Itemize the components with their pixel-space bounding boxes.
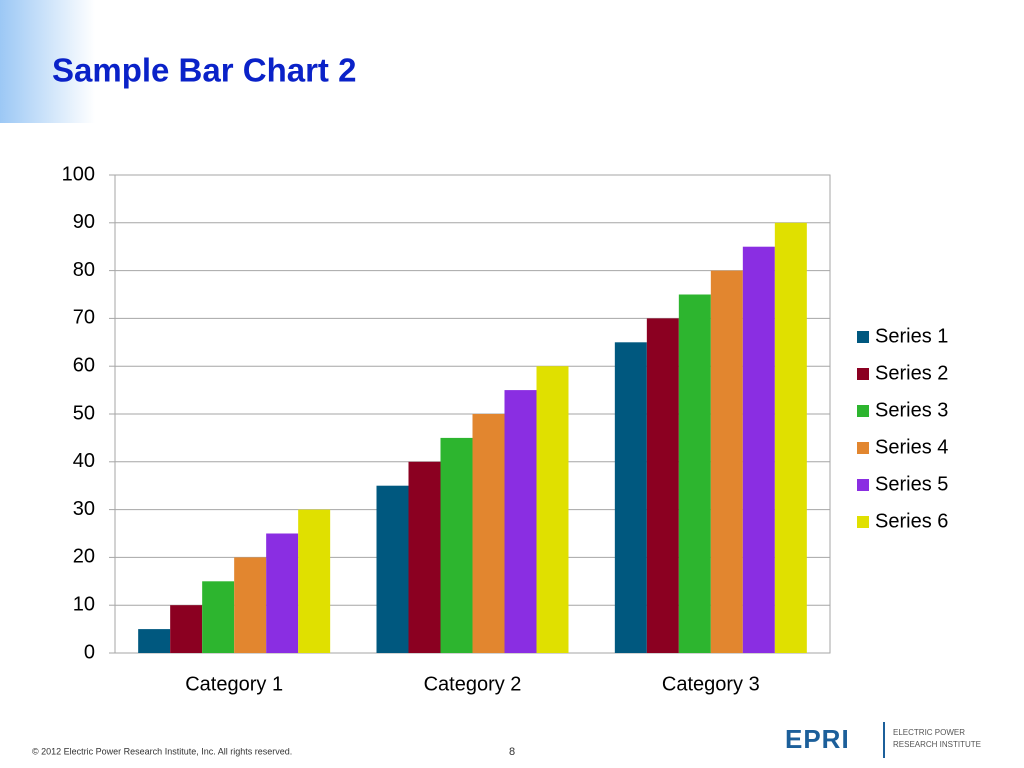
legend-label: Series 5	[875, 473, 948, 495]
bar	[408, 461, 441, 653]
bar	[536, 366, 569, 653]
bar	[440, 437, 473, 653]
logo-tagline: RESEARCH INSTITUTE	[893, 740, 981, 749]
logo: EPRI	[785, 724, 850, 754]
legend-swatch	[857, 331, 869, 343]
y-tick-label: 10	[73, 593, 95, 615]
y-tick-label: 50	[73, 402, 95, 424]
bar	[504, 390, 537, 653]
bar	[774, 222, 807, 654]
bar	[614, 342, 647, 653]
bar	[742, 246, 775, 653]
legend-label: Series 3	[875, 399, 948, 421]
logo-tagline: ELECTRIC POWER	[893, 728, 965, 737]
legend-swatch	[857, 479, 869, 491]
x-tick-label: Category 1	[185, 673, 283, 695]
y-tick-label: 30	[73, 498, 95, 520]
legend-label: Series 6	[875, 510, 948, 532]
y-tick-label: 0	[84, 641, 95, 663]
legend-label: Series 1	[875, 325, 948, 347]
legend-swatch	[857, 368, 869, 380]
y-tick-label: 40	[73, 450, 95, 472]
y-tick-label: 80	[73, 259, 95, 281]
bar	[298, 509, 331, 653]
y-tick-label: 100	[62, 163, 95, 185]
x-tick-label: Category 3	[662, 673, 760, 695]
bar	[472, 414, 505, 653]
bar	[234, 557, 267, 653]
bar	[646, 318, 679, 653]
legend-swatch	[857, 405, 869, 417]
legend-swatch	[857, 442, 869, 454]
bar	[678, 294, 711, 653]
y-tick-label: 90	[73, 211, 95, 233]
bar	[170, 605, 203, 653]
y-tick-label: 20	[73, 546, 95, 568]
y-tick-label: 70	[73, 307, 95, 329]
bar	[202, 581, 235, 653]
bar	[376, 485, 409, 653]
x-tick-label: Category 2	[424, 673, 522, 695]
legend-label: Series 4	[875, 436, 948, 458]
y-tick-label: 60	[73, 354, 95, 376]
page-number: 8	[509, 746, 515, 758]
bar	[138, 629, 171, 653]
bar	[710, 270, 743, 653]
bar	[266, 533, 299, 653]
chart-title: Sample Bar Chart 2	[52, 52, 356, 89]
copyright: © 2012 Electric Power Research Institute…	[32, 746, 292, 756]
header-strip	[0, 0, 95, 123]
legend-swatch	[857, 516, 869, 528]
plot: 0 10 20 30 40 50 60 70 80 90 100 Category 1 Category…	[62, 163, 949, 695]
legend-label: Series 2	[875, 362, 948, 384]
